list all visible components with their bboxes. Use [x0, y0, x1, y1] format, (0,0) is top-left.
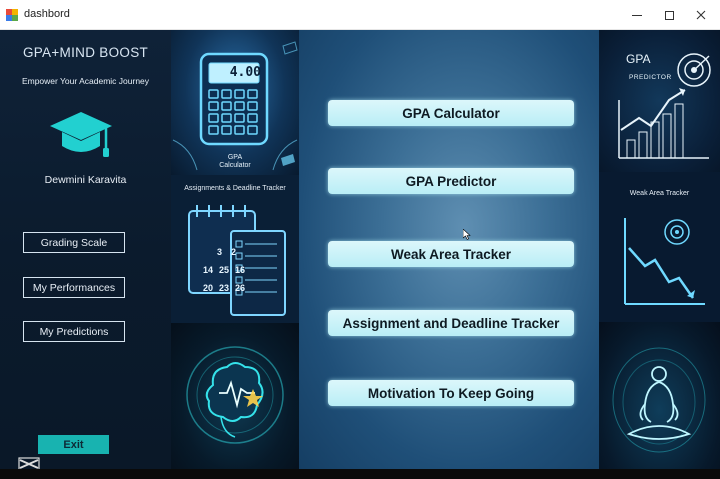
brand-title: GPA+MIND BOOST [22, 45, 149, 60]
calculator-label: GPA Calculator [171, 154, 299, 170]
calculator-display: 4.00 [229, 65, 261, 80]
bottom-strip [0, 469, 720, 479]
close-button[interactable] [690, 5, 712, 25]
calendar-checklist-icon [188, 205, 286, 316]
graduation-cap-icon [50, 112, 112, 157]
my-predictions-button[interactable]: My Predictions [23, 321, 125, 342]
sidebar: GPA+MIND BOOST Empower Your Academic Jou… [0, 30, 171, 471]
gpa-predictor-image: GPA PREDICTOR [599, 30, 720, 172]
mouse-cursor-icon [463, 229, 471, 240]
maximize-button[interactable] [658, 5, 680, 25]
assignments-tracker-image: Assignments & Deadline Tracker 3 2 [171, 175, 299, 323]
cal-num: 23 [219, 283, 230, 293]
left-image-column: 4.00 GPA Calculator Assignments & Deadlin… [171, 30, 299, 469]
exit-button[interactable]: Exit [38, 435, 109, 454]
cal-num: 20 [203, 283, 214, 293]
predictor-title: GPA [626, 52, 651, 66]
brain-mind-image [171, 323, 299, 469]
gpa-calculator-button[interactable]: GPA Calculator [328, 100, 574, 126]
main-menu-panel: GPA Calculator GPA Predictor Weak Area T… [299, 30, 599, 469]
brand-subtitle: Empower Your Academic Journey [21, 76, 150, 86]
close-icon [696, 10, 706, 20]
window-title: dashbord [24, 8, 70, 20]
cal-num: 25 [219, 265, 230, 275]
weak-area-tracker-image: Weak Area Tracker [599, 172, 720, 322]
calculator-label-line1: GPA [227, 154, 243, 161]
weak-area-tracker-button[interactable]: Weak Area Tracker [328, 241, 574, 267]
brain-icon [186, 346, 284, 444]
cal-num: 2 [231, 247, 237, 257]
growth-chart-icon [618, 53, 711, 159]
grading-scale-button[interactable]: Grading Scale [23, 232, 125, 253]
meditation-icon [612, 347, 706, 453]
maximize-icon [664, 10, 674, 20]
user-name: Dewmini Karavita [44, 174, 127, 186]
minimize-icon [632, 14, 642, 16]
minimize-button[interactable] [626, 5, 648, 25]
app-icon [6, 9, 18, 21]
predictor-subtitle: PREDICTOR [629, 74, 672, 81]
right-image-column: GPA PREDICTOR Weak Area Tracker [599, 30, 720, 469]
cal-num: 16 [235, 265, 246, 275]
cal-num: 14 [203, 265, 214, 275]
my-performances-button[interactable]: My Performances [23, 277, 125, 298]
meditation-image [599, 322, 720, 469]
gpa-calculator-image: 4.00 GPA Calculator [171, 30, 299, 175]
motivation-button[interactable]: Motivation To Keep Going [328, 380, 574, 406]
weak-area-label: Weak Area Tracker [629, 190, 690, 197]
decline-chart-icon [624, 218, 705, 305]
cal-num: 3 [217, 247, 223, 257]
title-bar[interactable]: dashbord [0, 0, 720, 30]
cal-num: 26 [235, 283, 246, 293]
gpa-predictor-button[interactable]: GPA Predictor [328, 168, 574, 194]
calculator-label-line2: Calculator [219, 162, 251, 169]
assignments-label: Assignments & Deadline Tracker [184, 185, 286, 192]
assignment-deadline-tracker-button[interactable]: Assignment and Deadline Tracker [328, 310, 574, 336]
calculator-illustration-icon [172, 41, 298, 171]
